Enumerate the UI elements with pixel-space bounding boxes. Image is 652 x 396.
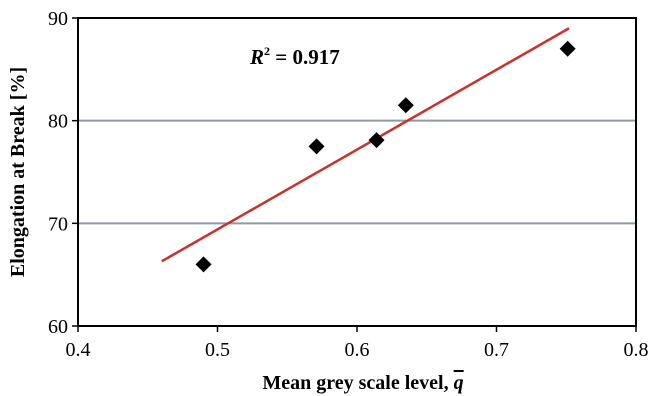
y-axis-title: Elongation at Break [%] — [7, 67, 29, 277]
y-tick-label: 60 — [48, 316, 68, 338]
data-point — [559, 40, 576, 57]
y-axis-ticks: 60 70 80 90 — [48, 8, 78, 338]
x-tick-label: 0.8 — [624, 339, 649, 361]
x-axis-ticks: 0.4 0.5 0.6 0.7 0.8 — [66, 326, 649, 361]
x-axis-title: Mean grey scale level, q — [262, 372, 463, 394]
x-tick-label: 0.5 — [205, 339, 230, 361]
x-axis-title-symbol: q — [454, 372, 464, 394]
r-symbol: R — [249, 45, 264, 69]
x-axis-title-text: Mean grey scale level, — [262, 372, 453, 394]
data-point — [368, 132, 385, 149]
trendline — [161, 27, 570, 263]
x-tick-label: 0.6 — [345, 339, 370, 361]
plot-frame — [77, 17, 637, 327]
data-point — [308, 138, 325, 155]
y-tick-label: 80 — [48, 111, 68, 133]
x-tick-label: 0.4 — [66, 339, 91, 361]
r-superscript: 2 — [264, 44, 270, 58]
y-tick-label: 90 — [48, 8, 68, 30]
r-squared-annotation: R2 = 0.917 — [249, 44, 340, 69]
data-point — [195, 256, 212, 273]
gridlines — [78, 119, 636, 225]
data-points — [195, 40, 576, 273]
r-squared-value: = 0.917 — [270, 45, 340, 69]
data-point — [397, 97, 414, 114]
x-tick-label: 0.7 — [484, 339, 509, 361]
y-tick-label: 70 — [48, 213, 68, 235]
